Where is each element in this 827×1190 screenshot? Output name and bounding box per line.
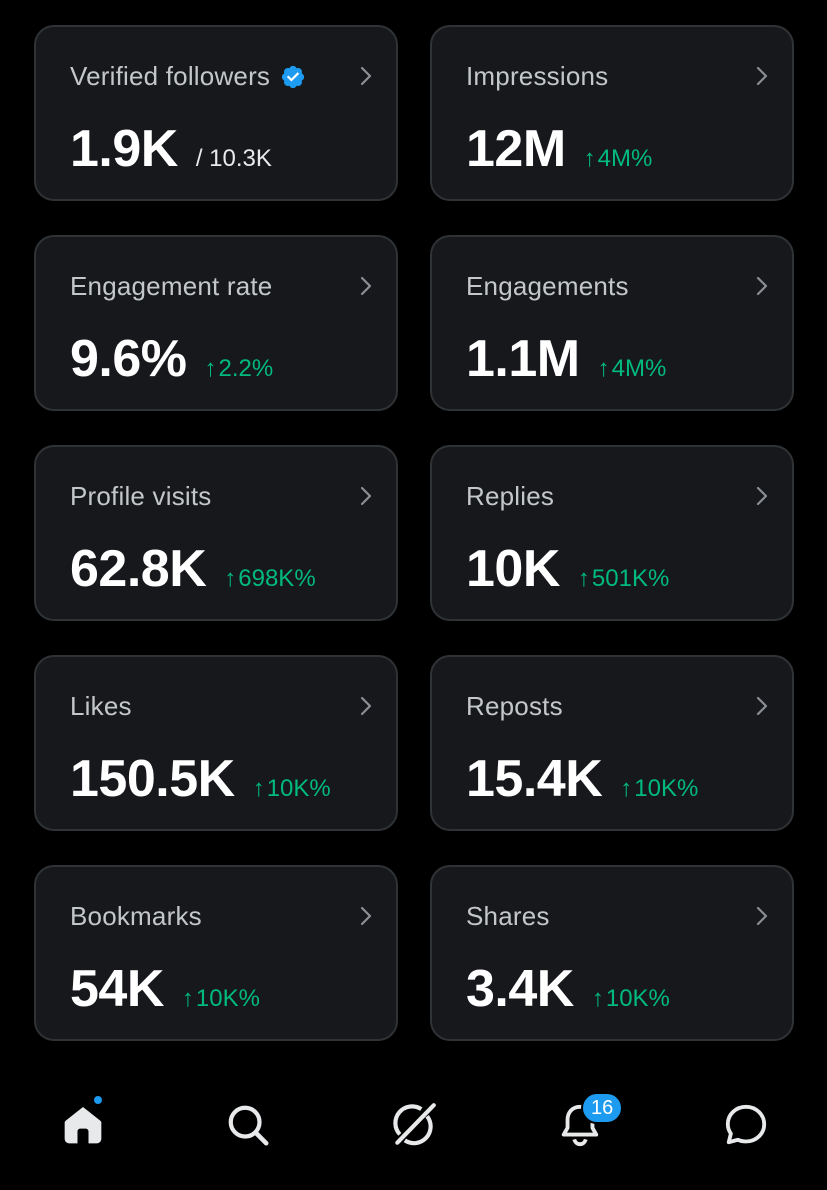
card-reposts[interactable]: Reposts 15.4K ↑ 10K%	[430, 655, 794, 831]
card-label: Reposts	[466, 691, 563, 721]
home-unread-dot	[92, 1094, 104, 1106]
metric-value: 1.9K	[70, 120, 178, 178]
search-icon	[228, 1105, 269, 1146]
value-row: 62.8K ↑ 698K%	[70, 539, 316, 599]
value-row: 54K ↑ 10K%	[70, 959, 260, 1019]
metric-value: 3.4K	[466, 960, 574, 1018]
arrow-up-icon: ↑	[583, 145, 596, 172]
notifications-count-badge: 16	[581, 1092, 624, 1124]
card-likes[interactable]: Likes 150.5K ↑ 10K%	[34, 655, 398, 831]
chevron-right-icon	[356, 65, 376, 87]
card-label: Replies	[466, 481, 555, 511]
metric-value: 12M	[466, 120, 566, 178]
metric-delta: ↑ 501K%	[578, 565, 669, 593]
chevron-right-icon	[752, 905, 772, 927]
metric-delta: ↑ 698K%	[224, 565, 315, 593]
tab-search[interactable]	[223, 1100, 273, 1150]
metric-delta: ↑ 10K%	[592, 985, 670, 1013]
arrow-up-icon: ↑	[252, 775, 265, 802]
card-label: Impressions	[466, 61, 609, 91]
bottom-tab-bar: 16	[0, 1080, 827, 1170]
card-label: Profile visits	[70, 481, 212, 511]
chevron-right-icon	[752, 275, 772, 297]
metric-value: 1.1M	[466, 330, 580, 388]
card-label-text: Verified followers	[70, 61, 271, 91]
card-label: Likes	[70, 691, 132, 721]
grok-icon	[393, 1103, 436, 1146]
arrow-up-icon: ↑	[597, 355, 610, 382]
delta-text: 10K%	[634, 775, 699, 802]
metrics-grid: Verified followers 1.9K / 10.3K Impressi…	[34, 25, 794, 1041]
arrow-up-icon: ↑	[204, 355, 217, 382]
metric-value: 150.5K	[70, 750, 235, 808]
tab-home[interactable]	[58, 1094, 108, 1150]
card-engagements[interactable]: Engagements 1.1M ↑ 4M%	[430, 235, 794, 411]
verified-badge-icon	[280, 64, 306, 90]
chevron-right-icon	[752, 65, 772, 87]
delta-text: 4M%	[597, 145, 653, 172]
tab-grok[interactable]	[389, 1100, 439, 1150]
card-bookmarks[interactable]: Bookmarks 54K ↑ 10K%	[34, 865, 398, 1041]
chevron-right-icon	[752, 485, 772, 507]
metric-value: 15.4K	[466, 750, 603, 808]
arrow-up-icon: ↑	[181, 985, 194, 1012]
tab-messages[interactable]	[721, 1100, 771, 1150]
metric-value: 62.8K	[70, 540, 207, 598]
metric-delta: ↑ 10K%	[620, 775, 698, 803]
metric-total: / 10.3K	[195, 145, 272, 172]
value-row: 9.6% ↑ 2.2%	[70, 329, 273, 389]
delta-text: 698K%	[238, 565, 316, 592]
chevron-right-icon	[356, 485, 376, 507]
chevron-right-icon	[356, 905, 376, 927]
metric-value: 54K	[70, 960, 164, 1018]
chevron-right-icon	[356, 275, 376, 297]
metric-delta: ↑ 4M%	[598, 355, 667, 383]
value-row: 1.1M ↑ 4M%	[466, 329, 666, 389]
value-row: 150.5K ↑ 10K%	[70, 749, 331, 809]
value-row: 3.4K ↑ 10K%	[466, 959, 670, 1019]
tab-notifications[interactable]: 16	[555, 1092, 624, 1150]
delta-text: 4M%	[611, 355, 667, 382]
card-impressions[interactable]: Impressions 12M ↑ 4M%	[430, 25, 794, 201]
metric-value: 9.6%	[70, 330, 187, 388]
value-row: 10K ↑ 501K%	[466, 539, 669, 599]
chevron-right-icon	[752, 695, 772, 717]
delta-text: 501K%	[591, 565, 670, 592]
card-label: Bookmarks	[70, 901, 202, 931]
card-label: Verified followers	[70, 61, 306, 92]
card-engagement-rate[interactable]: Engagement rate 9.6% ↑ 2.2%	[34, 235, 398, 411]
messages-icon	[725, 1104, 767, 1145]
home-icon	[64, 1107, 102, 1144]
arrow-up-icon: ↑	[591, 985, 604, 1012]
card-label: Engagements	[466, 271, 629, 301]
value-row: 15.4K ↑ 10K%	[466, 749, 698, 809]
card-replies[interactable]: Replies 10K ↑ 501K%	[430, 445, 794, 621]
value-row: 12M ↑ 4M%	[466, 119, 652, 179]
arrow-up-icon: ↑	[577, 565, 590, 592]
delta-text: 10K%	[195, 985, 260, 1012]
arrow-up-icon: ↑	[620, 775, 633, 802]
card-profile-visits[interactable]: Profile visits 62.8K ↑ 698K%	[34, 445, 398, 621]
delta-text: 2.2%	[218, 355, 274, 382]
delta-text: 10K%	[605, 985, 670, 1012]
metric-delta: ↑ 2.2%	[205, 355, 274, 383]
metric-delta: ↑ 4M%	[584, 145, 653, 173]
card-verified-followers[interactable]: Verified followers 1.9K / 10.3K	[34, 25, 398, 201]
arrow-up-icon: ↑	[224, 565, 237, 592]
card-shares[interactable]: Shares 3.4K ↑ 10K%	[430, 865, 794, 1041]
metric-value: 10K	[466, 540, 560, 598]
card-label: Engagement rate	[70, 271, 273, 301]
chevron-right-icon	[356, 695, 376, 717]
metric-delta: ↑ 10K%	[182, 985, 260, 1013]
value-row: 1.9K / 10.3K	[70, 119, 272, 179]
metric-delta: ↑ 10K%	[253, 775, 331, 803]
card-label: Shares	[466, 901, 550, 931]
delta-text: 10K%	[266, 775, 331, 802]
